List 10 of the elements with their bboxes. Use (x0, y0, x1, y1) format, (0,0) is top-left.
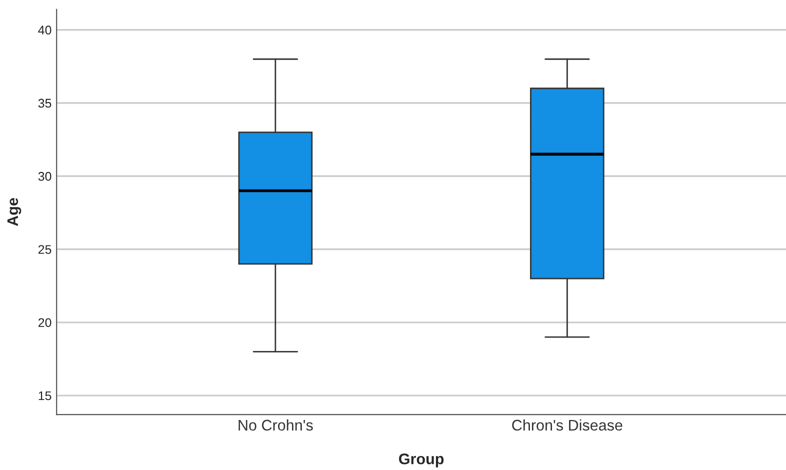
y-tick-label: 20 (38, 318, 52, 328)
y-tick-label: 25 (38, 245, 52, 254)
y-tick-label: 30 (38, 172, 52, 181)
y-axis-title: Age (7, 198, 22, 226)
y-tick-label: 15 (38, 391, 52, 400)
y-tick-label: 35 (38, 98, 52, 108)
x-axis-title: Group (399, 453, 444, 468)
y-tick-label: 40 (38, 26, 52, 35)
x-tick-label: Chron's Disease (512, 419, 622, 431)
x-tick-label: No Crohn's (238, 419, 313, 431)
